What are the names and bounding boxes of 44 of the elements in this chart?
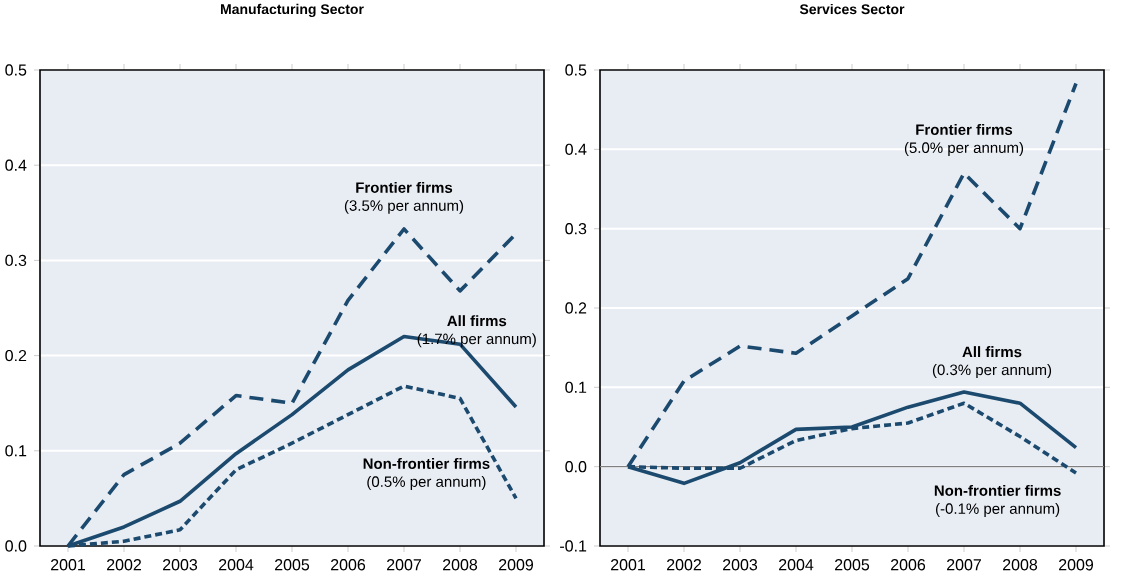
y-tick-label: 0.4 (565, 143, 587, 156)
x-tick-label: 2003 (163, 559, 198, 571)
x-tick-label: 2005 (835, 559, 870, 571)
x-tick-label: 2007 (947, 559, 981, 571)
series-label: All firms (447, 315, 507, 327)
x-tick-label: 2007 (387, 559, 421, 571)
y-tick-label: 0.5 (5, 64, 27, 76)
y-tick-label: -0.1 (560, 540, 587, 552)
annotation: (5.0% per annum) (904, 142, 1024, 156)
annotation: (3.5% per annum) (344, 199, 464, 214)
x-tick-label: 2006 (331, 559, 366, 571)
x-tick-label: 2008 (443, 559, 478, 571)
x-tick-label: 2001 (611, 559, 646, 571)
y-tick-label: 0.4 (5, 159, 27, 171)
series-label: Non-frontier firms (363, 457, 490, 469)
series-label: Non-frontier firms (934, 484, 1061, 496)
y-tick-label: 0.5 (565, 64, 587, 76)
y-tick-label: 0.3 (565, 223, 587, 235)
y-tick-label: 0.1 (565, 381, 587, 393)
x-tick-label: 2001 (51, 559, 86, 571)
y-tick-label: 0.1 (5, 445, 27, 457)
chart-title: Services Sector (799, 3, 905, 15)
x-tick-label: 2009 (1059, 559, 1094, 571)
x-tick-label: 2004 (219, 559, 254, 571)
annotation: (0.5% per annum) (367, 475, 486, 490)
y-tick-label: 0.0 (565, 461, 587, 473)
x-tick-label: 2004 (779, 559, 814, 571)
y-tick-label: 0.2 (5, 349, 27, 362)
chart-title: Manufacturing Sector (220, 3, 364, 17)
x-tick-label: 2002 (107, 559, 141, 571)
x-tick-label: 2009 (499, 559, 534, 571)
annotation: (-0.1% per annum) (936, 502, 1060, 517)
x-tick-label: 2002 (667, 559, 701, 571)
y-tick-label: 0.0 (5, 540, 27, 552)
x-tick-label: 2003 (723, 559, 758, 571)
annotation: (0.3% per annum) (932, 364, 1052, 379)
text: Frontier firms (356, 181, 453, 193)
x-tick-label: 2005 (275, 559, 310, 571)
y-tick-label: 0.2 (565, 302, 587, 314)
x-tick-label: 2008 (1003, 559, 1038, 571)
text: All firms (962, 346, 1022, 358)
y-tick-label: 0.3 (5, 254, 27, 267)
x-tick-label: 2006 (891, 559, 926, 571)
text: Frontier firms (916, 124, 1013, 136)
